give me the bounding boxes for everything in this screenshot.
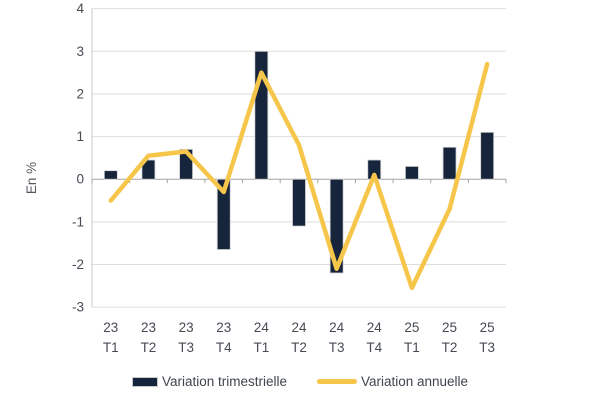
chart-legend: Variation trimestrielle Variation annuel… — [0, 374, 600, 389]
legend-item-trimestrielle: Variation trimestrielle — [131, 374, 287, 389]
x-tick-label: 23 T3 — [178, 320, 194, 355]
y-tick-label: 2 — [76, 86, 84, 101]
x-tick-label: 24 T4 — [366, 320, 382, 355]
y-tick-label: 3 — [76, 44, 84, 59]
y-tick-label: 4 — [76, 1, 84, 16]
x-tick-label: 25 T1 — [404, 320, 420, 355]
bar-variation-trimestrielle — [405, 166, 419, 180]
quarterly-variation-chart: 4 3 2 1 0 -1 -2 -3 En % 23 T1 23 T2 23 T3 23 T4 24 T1 24 T2 2… — [24, 1, 507, 355]
bar-variation-trimestrielle — [480, 131, 495, 180]
line-variation-annuelle — [108, 61, 490, 291]
legend-label-trimestrielle: Variation trimestrielle — [161, 374, 287, 389]
x-tick-label: 23 T1 — [103, 320, 119, 355]
x-tick-label: 23 T2 — [141, 320, 157, 355]
bar-variation-trimestrielle — [141, 159, 156, 180]
legend-bar-swatch — [131, 376, 158, 387]
x-tick-label: 23 T4 — [216, 320, 232, 355]
x-tick-label: 25 T3 — [479, 320, 495, 355]
y-tick-label: -3 — [72, 300, 84, 315]
bar-variation-trimestrielle — [329, 178, 344, 274]
legend-line-swatch — [316, 379, 357, 384]
y-tick-label: 0 — [76, 172, 84, 187]
bar-variation-trimestrielle — [216, 178, 231, 250]
x-tick-label: 24 T1 — [253, 320, 269, 355]
x-tick-label: 24 T3 — [329, 320, 345, 355]
y-tick-label: -1 — [72, 214, 84, 229]
legend-label-annuelle: Variation annuelle — [360, 374, 469, 389]
bar-variation-trimestrielle — [292, 178, 306, 227]
y-tick-label: -2 — [72, 257, 84, 272]
y-tick-label: 1 — [76, 129, 84, 144]
bar-variation-trimestrielle — [103, 170, 118, 180]
y-axis-title: En % — [24, 162, 39, 194]
x-tick-label: 24 T2 — [291, 320, 307, 355]
legend-item-annuelle: Variation annuelle — [316, 374, 469, 389]
bar-variation-trimestrielle — [442, 146, 457, 180]
x-tick-label: 25 T2 — [442, 320, 458, 355]
